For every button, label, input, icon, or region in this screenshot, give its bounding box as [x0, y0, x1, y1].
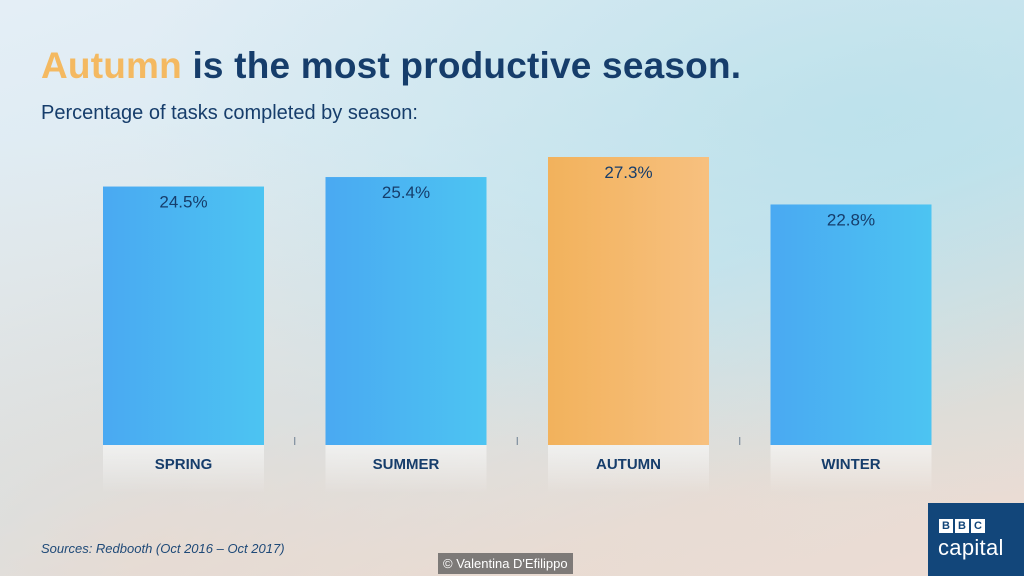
- title-highlight: Autumn: [41, 45, 182, 86]
- category-band: [548, 445, 709, 493]
- value-label: 25.4%: [382, 183, 430, 202]
- chart-subtitle: Percentage of tasks completed by season:: [41, 102, 418, 124]
- bbc-capital-logo: B B C capital: [928, 503, 1024, 576]
- value-label: 27.3%: [604, 163, 652, 182]
- category-band: [325, 445, 487, 493]
- title-rest: is the most productive season.: [192, 45, 742, 86]
- bar-spring: [103, 186, 264, 446]
- category-label: SPRING: [155, 456, 213, 473]
- logo-letter: B: [955, 519, 969, 533]
- bar-summer: [325, 177, 487, 446]
- image-credit: © Valentina D'Efilippo: [438, 553, 573, 574]
- logo-word: capital: [938, 535, 1004, 560]
- bar-winter: [770, 204, 932, 445]
- category-label: SUMMER: [373, 456, 440, 473]
- value-label: 22.8%: [827, 210, 875, 229]
- bar-autumn: [548, 157, 709, 445]
- logo-letter: C: [971, 519, 985, 533]
- category-band: [770, 445, 932, 493]
- chart-title: Autumn is the most productive season.: [41, 45, 741, 87]
- category-label: AUTUMN: [596, 456, 661, 473]
- category-label: WINTER: [821, 456, 880, 473]
- value-label: 24.5%: [159, 193, 207, 212]
- category-band: [103, 445, 264, 493]
- logo-letter: B: [939, 519, 953, 533]
- sources-note: Sources: Redbooth (Oct 2016 – Oct 2017): [41, 541, 285, 556]
